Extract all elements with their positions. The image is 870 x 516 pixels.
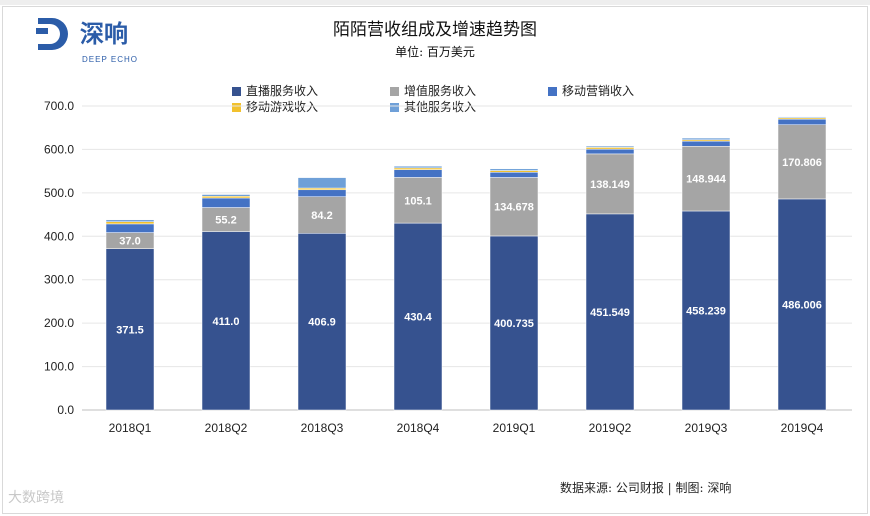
data-label: 400.735 [494,318,534,330]
x-tick-label: 2019Q1 [493,421,536,435]
source-note: 数据来源: 公司财报 | 制图: 深响 [560,481,732,495]
data-label: 411.0 [213,316,240,328]
bar-segment [681,137,731,141]
y-tick-label: 600.0 [44,142,74,156]
bar-segment [105,221,155,225]
legend-item: 移动营销收入 [548,84,634,98]
data-label: 84.2 [311,210,332,222]
bar-segment [489,168,539,171]
bar-segment [585,153,635,215]
legend-swatch [232,86,241,96]
bar-segment [201,195,251,199]
bar-segment [393,222,443,411]
chart-title: 陌陌营收组成及增速趋势图 [333,20,537,40]
bar-segment [585,147,635,150]
y-tick-label: 300.0 [44,273,74,287]
bar-segment [681,210,731,411]
data-label: 138.149 [590,179,630,191]
y-tick-label: 400.0 [44,229,74,243]
bar-segment [585,145,635,148]
data-label: 486.006 [782,299,822,311]
bar-segment [681,140,731,147]
legend-swatch [232,102,241,112]
bar-segment [393,169,443,178]
bar-segment [393,177,443,224]
bar-segment [393,167,443,170]
bar-segment [489,235,539,411]
legend-swatch [548,86,557,96]
watermark: 大数跨境 [8,490,64,506]
y-tick-label: 500.0 [44,186,74,200]
x-tick-label: 2019Q3 [685,421,728,435]
data-label: 170.806 [782,157,822,169]
data-label: 406.9 [308,317,336,329]
legend-label: 增值服务收入 [404,84,477,98]
bar-segment [297,189,347,197]
legend-label: 移动游戏收入 [246,100,319,114]
data-label: 148.944 [686,174,727,186]
legend-swatch [390,102,399,112]
background-grid [0,0,870,5]
bar-segment [105,219,155,222]
data-label: 458.239 [686,305,726,317]
brand-sub: DEEP ECHO [82,55,138,64]
y-tick-label: 0.0 [57,403,74,417]
bar-segment [777,116,827,119]
legend-item: 其他服务收入 [390,100,476,114]
bar-segment [777,118,827,126]
legend-item: 直播服务收入 [232,84,318,98]
bar-segment [777,198,827,411]
x-tick-label: 2018Q3 [301,421,344,435]
legend-item: 移动游戏收入 [232,100,318,114]
bar-segment [105,248,155,411]
bar-segment [201,231,251,411]
bar-segment [297,177,347,189]
bar-segment [489,172,539,178]
bar-segment [297,196,347,234]
data-label: 37.0 [119,236,140,248]
x-tick-label: 2018Q4 [397,421,440,435]
data-label: 371.5 [116,324,144,336]
x-tick-label: 2018Q2 [205,421,248,435]
bar-segment [201,194,251,197]
y-tick-label: 200.0 [44,316,74,330]
data-label: 134.678 [494,202,534,214]
legend-swatch [390,86,399,96]
brand-name: 深响 [80,20,128,48]
bar-segment [105,223,155,233]
bar-segment [393,165,443,169]
legend-label: 其他服务收入 [404,100,477,114]
data-label: 105.1 [404,195,432,207]
bar-segment [777,124,827,200]
logo: 深响 DEEP ECHO [36,14,186,70]
x-tick-label: 2019Q2 [589,421,632,435]
x-tick-label: 2019Q4 [781,421,824,435]
legend-item: 增值服务收入 [390,84,476,98]
bar-segment [297,187,347,191]
y-tick-label: 100.0 [44,360,74,374]
legend-label: 移动营销收入 [562,84,635,98]
bar-segment [297,233,347,411]
bar-segment [489,170,539,173]
bar-segment [201,197,251,208]
bar-segment [585,148,635,155]
y-tick-label: 700.0 [44,99,74,113]
chart-subtitle: 单位: 百万美元 [395,45,475,59]
x-tick-label: 2018Q1 [109,421,152,435]
legend-label: 直播服务收入 [246,84,319,98]
data-label: 430.4 [404,312,432,324]
data-label: 55.2 [215,215,236,227]
deep-echo-logo-icon: 深响 DEEP ECHO [36,18,138,64]
data-label: 451.549 [590,307,630,319]
